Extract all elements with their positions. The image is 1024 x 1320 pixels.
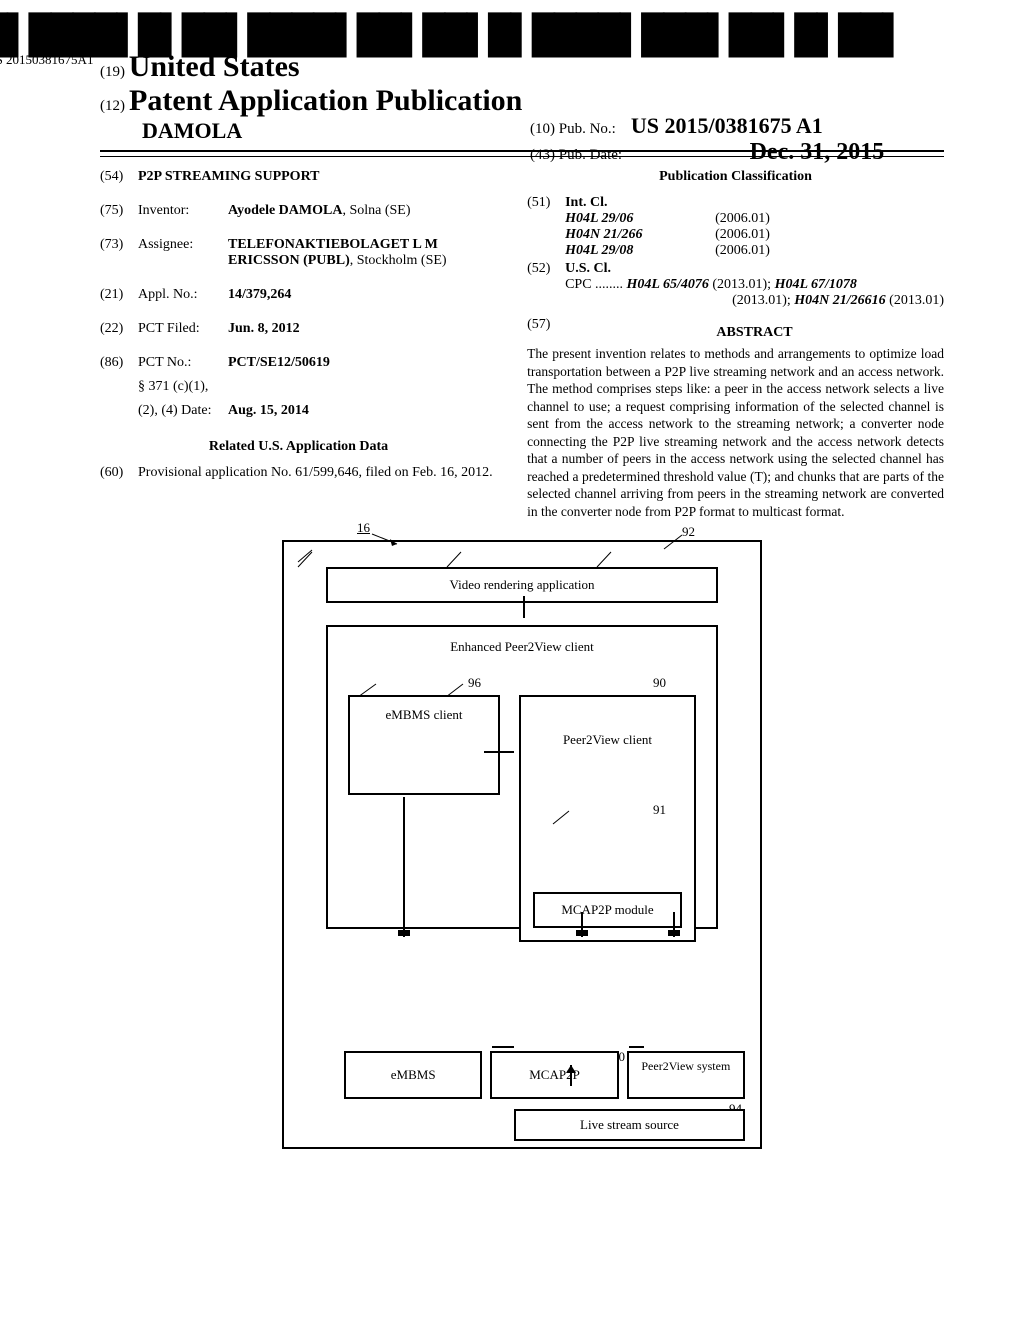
cpc-2: H04L 67/1078 [775, 277, 857, 292]
code-57: (57) [527, 317, 565, 345]
applno-value: 14/379,264 [228, 287, 291, 303]
box-p2v-client-label: Peer2View client [525, 732, 690, 748]
intcl-3: H04L 29/08 [565, 243, 715, 259]
pctfiled-value: Jun. 8, 2012 [228, 321, 300, 337]
box-p2v-system: Peer2View system [627, 1051, 745, 1099]
box-mcap2p-module: MCAP2P module [533, 892, 682, 928]
barcode-lines: ▌████▌███▌██▌█▌████▌██▌█▌██▌████▌██▌██▌█… [0, 20, 904, 50]
section371-date: Aug. 15, 2014 [228, 403, 309, 419]
pub-no: US 2015/0381675 A1 [631, 113, 823, 138]
cpc-3: H04N 21/26616 [794, 293, 885, 308]
right-column: Publication Classification (51) Int. Cl.… [527, 169, 944, 520]
intcl-label: Int. Cl. [565, 195, 944, 211]
ref-90: 90 [653, 675, 666, 691]
code-43: (43) [530, 147, 555, 163]
intcl-3-year: (2006.01) [715, 243, 770, 259]
section371-1: § 371 (c)(1), [138, 379, 208, 395]
pub-no-label: Pub. No.: [559, 121, 616, 137]
publication-type: Patent Application Publication [129, 84, 522, 117]
cpc-3-year: (2013.01) [889, 293, 944, 308]
related-title: Related U.S. Application Data [100, 439, 497, 455]
cpc-1-year: (2013.01); [712, 277, 771, 292]
classification-title: Publication Classification [527, 169, 944, 185]
abstract-title: ABSTRACT [565, 325, 944, 341]
figure-diagram: 16 92 Video rendering application Enhanc… [282, 540, 762, 1149]
intcl-2-year: (2006.01) [715, 227, 770, 243]
code-75: (75) [100, 203, 138, 219]
ref-96: 96 [468, 675, 481, 691]
left-column: (54) P2P STREAMING SUPPORT (75) Inventor… [100, 169, 497, 520]
cpc-prefix: CPC ........ [565, 277, 623, 292]
assignee-location: , Stockholm (SE) [350, 253, 447, 268]
box-embms: eMBMS [344, 1051, 482, 1099]
uscl-label: U.S. Cl. [565, 261, 944, 277]
intcl-2: H04N 21/266 [565, 227, 715, 243]
code-52: (52) [527, 261, 565, 309]
pctno-label: PCT No.: [138, 355, 228, 371]
pub-date-label: Pub. Date: [559, 147, 622, 163]
pctfiled-label: PCT Filed: [138, 321, 228, 337]
intcl-1: H04L 29/06 [565, 211, 715, 227]
ref-92: 92 [682, 524, 695, 540]
box-embms-client: eMBMS client [348, 695, 500, 795]
abstract-text: The present invention relates to methods… [527, 345, 944, 520]
code-60: (60) [100, 465, 138, 481]
applno-label: Appl. No.: [138, 287, 228, 303]
assignee-label: Assignee: [138, 237, 228, 269]
cpc-2-year: (2013.01); [732, 293, 791, 308]
box-live-source: Live stream source [514, 1109, 745, 1141]
intcl-1-year: (2006.01) [715, 211, 770, 227]
code-12: (12) [100, 98, 125, 114]
inventor-label: Inventor: [138, 203, 228, 219]
box-enhanced-client: Enhanced Peer2View client 96 90 eMBMS cl… [326, 625, 718, 929]
code-54: (54) [100, 169, 138, 185]
barcode: ▌████▌███▌██▌█▌████▌██▌█▌██▌████▌██▌██▌█… [0, 20, 904, 68]
inventor-location: , Solna (SE) [342, 203, 410, 218]
code-10: (10) [530, 121, 555, 137]
invention-title: P2P STREAMING SUPPORT [138, 169, 320, 185]
related-text: Provisional application No. 61/599,646, … [138, 465, 493, 481]
pub-date: Dec. 31, 2015 [750, 139, 885, 165]
box-p2v-client: Peer2View client 91 MCAP2P module [519, 695, 696, 942]
box-video-app: Video rendering application [326, 567, 718, 603]
code-73: (73) [100, 237, 138, 269]
box-enhanced-label: Enhanced Peer2View client [332, 639, 712, 655]
box-mcap2p: MCAP2P [490, 1051, 618, 1099]
code-22: (22) [100, 321, 138, 337]
pctno-value: PCT/SE12/50619 [228, 355, 330, 371]
code-86: (86) [100, 355, 138, 371]
cpc-1: H04L 65/4076 [627, 277, 709, 292]
ref-91: 91 [653, 802, 666, 818]
code-51: (51) [527, 195, 565, 259]
code-21: (21) [100, 287, 138, 303]
inventor-name: Ayodele DAMOLA [228, 203, 342, 218]
section371-date-label: (2), (4) Date: [138, 403, 228, 419]
ref-16: 16 [357, 520, 370, 536]
